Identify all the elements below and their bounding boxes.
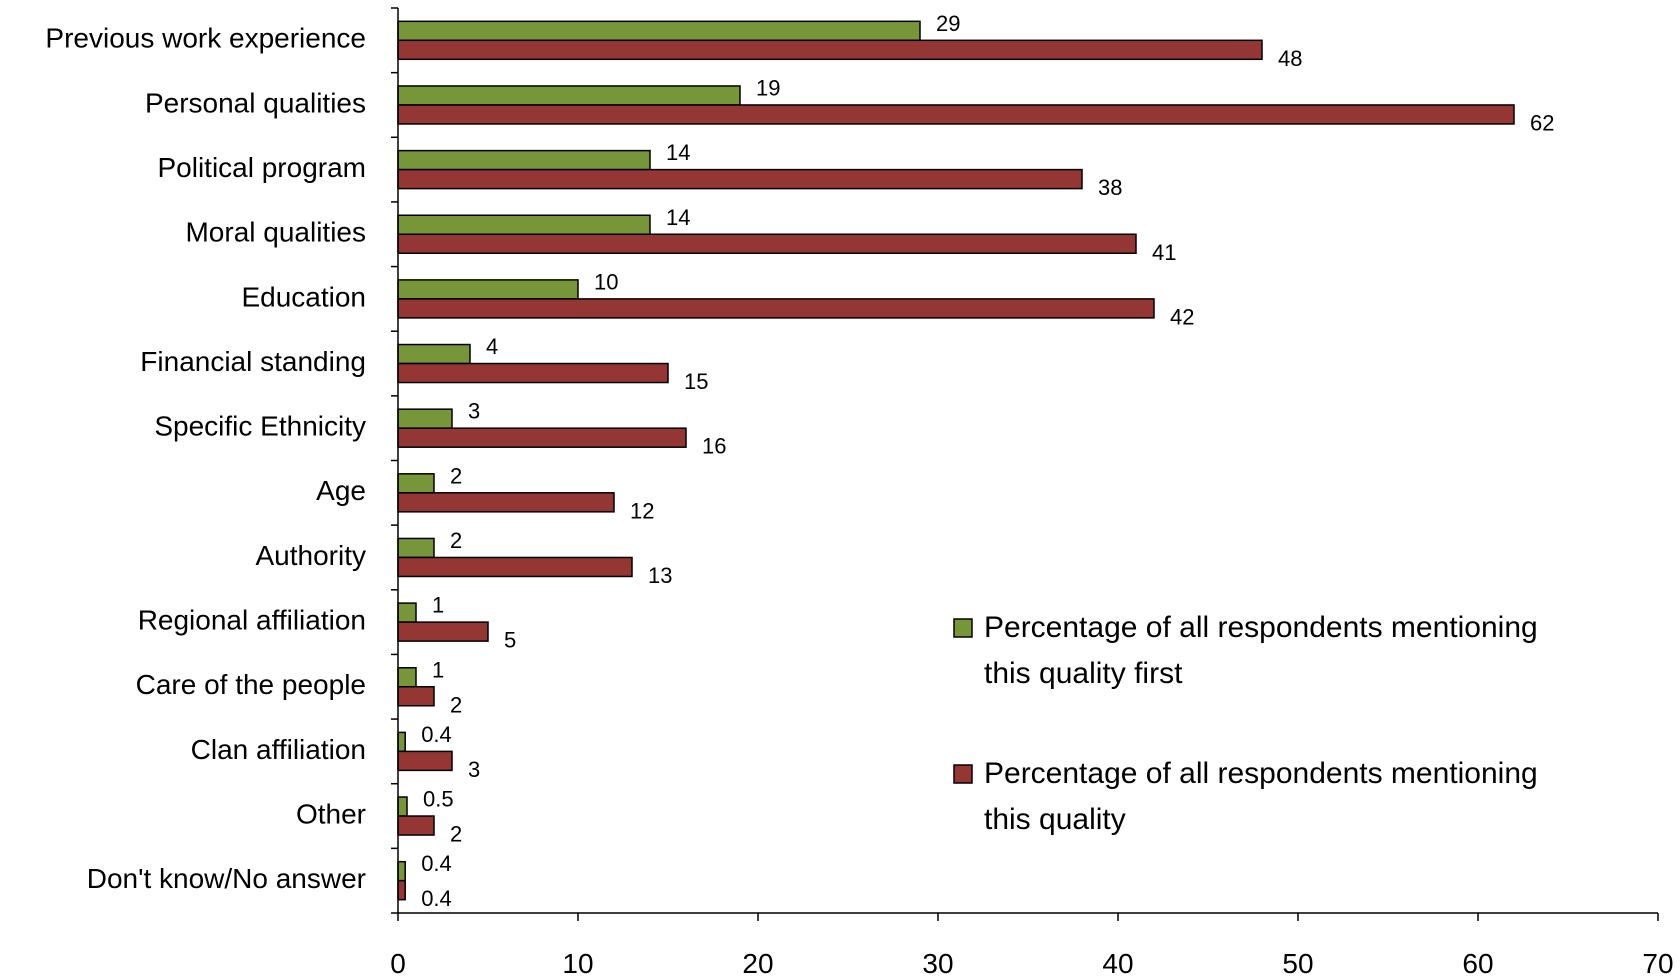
bar-first-mention (397, 214, 651, 235)
bar-any-mention (397, 815, 435, 836)
data-label: 16 (702, 434, 726, 459)
x-tick-label: 10 (562, 948, 593, 979)
category-label: Other (296, 798, 366, 829)
data-label: 15 (684, 369, 708, 394)
data-label: 2 (450, 528, 462, 553)
bar-any-mention (397, 879, 406, 901)
data-label: 0.4 (421, 886, 452, 911)
data-label: 0.4 (421, 851, 452, 876)
bar-any-mention (397, 104, 1515, 125)
data-label: 42 (1170, 304, 1194, 329)
bar-first-mention (397, 343, 471, 365)
legend-label: this quality first (984, 657, 1183, 690)
bar-any-mention (397, 168, 1083, 190)
category-label: Regional affiliation (138, 604, 366, 635)
category-label: Financial standing (140, 346, 366, 377)
category-label: Education (241, 281, 366, 312)
category-label: Care of the people (136, 669, 366, 700)
bar-any-mention (397, 492, 615, 513)
data-label: 14 (666, 140, 690, 165)
data-label: 38 (1098, 175, 1122, 200)
x-tick-label: 70 (1642, 948, 1673, 979)
bar-any-mention (397, 298, 1155, 319)
data-label: 62 (1530, 110, 1554, 135)
x-tick-label: 50 (1282, 948, 1313, 979)
data-label: 2 (450, 463, 462, 488)
legend: Percentage of all respondents mentioning… (953, 611, 1538, 836)
bar-first-mention (397, 667, 417, 688)
data-label: 41 (1152, 240, 1176, 265)
category-labels: Previous work experience Personal qualiti… (45, 23, 366, 894)
data-label: 12 (630, 498, 654, 523)
data-label: 1 (432, 593, 444, 618)
bar-any-mention (397, 362, 669, 384)
legend-swatch-first-mention (953, 618, 973, 638)
bar-first-mention (397, 149, 651, 171)
bar-any-mention (397, 39, 1263, 61)
data-label: 14 (666, 205, 690, 230)
bar-first-mention (397, 20, 921, 42)
category-label: Personal qualities (145, 87, 366, 118)
data-label: 3 (468, 399, 480, 424)
category-label: Political program (157, 152, 366, 183)
bar-first-mention (397, 473, 435, 494)
data-label: 2 (450, 692, 462, 717)
x-tick-label: 0 (390, 948, 406, 979)
bar-first-mention (397, 408, 453, 429)
category-label: Moral qualities (185, 217, 366, 248)
bar-any-mention (397, 233, 1137, 254)
data-label: 2 (450, 822, 462, 847)
bar-first-mention (397, 796, 408, 817)
data-label: 1 (432, 657, 444, 682)
legend-label: Percentage of all respondents mentioning (984, 757, 1538, 790)
category-label: Age (316, 475, 366, 506)
data-label: 0.4 (421, 722, 452, 747)
data-label: 3 (468, 757, 480, 782)
legend-swatch-any-mention (953, 764, 973, 784)
data-label: 0.5 (423, 787, 454, 812)
bar-any-mention (397, 556, 633, 578)
axes: 0 10 20 30 40 50 60 70 (390, 7, 1674, 979)
category-label: Authority (256, 540, 367, 571)
data-label: 29 (936, 11, 960, 36)
data-label: 13 (648, 563, 672, 588)
x-tick-label: 40 (1102, 948, 1133, 979)
category-label: Don't know/No answer (87, 863, 366, 894)
bars (397, 20, 1515, 901)
data-labels: 29191414104322110.40.50.4486238414215161… (421, 11, 1554, 911)
bar-first-mention (397, 85, 741, 106)
bar-any-mention (397, 686, 435, 707)
bar-first-mention (397, 537, 435, 559)
bar-first-mention (397, 602, 417, 623)
x-tick-label: 60 (1462, 948, 1493, 979)
bar-any-mention (397, 750, 453, 772)
bar-first-mention (397, 279, 579, 300)
data-label: 5 (504, 628, 516, 653)
bar-any-mention (397, 621, 489, 642)
data-label: 19 (756, 75, 780, 100)
bar-first-mention (397, 860, 406, 882)
data-label: 10 (594, 269, 618, 294)
x-tick-label: 20 (742, 948, 773, 979)
x-tick-label: 30 (922, 948, 953, 979)
category-label: Specific Ethnicity (154, 411, 366, 442)
category-label: Previous work experience (45, 23, 366, 54)
legend-label: this quality (984, 803, 1126, 836)
bar-any-mention (397, 427, 687, 448)
legend-label: Percentage of all respondents mentioning (984, 611, 1538, 644)
bar-first-mention (397, 731, 406, 753)
data-label: 4 (486, 334, 498, 359)
data-label: 48 (1278, 46, 1302, 71)
category-label: Clan affiliation (191, 734, 366, 765)
